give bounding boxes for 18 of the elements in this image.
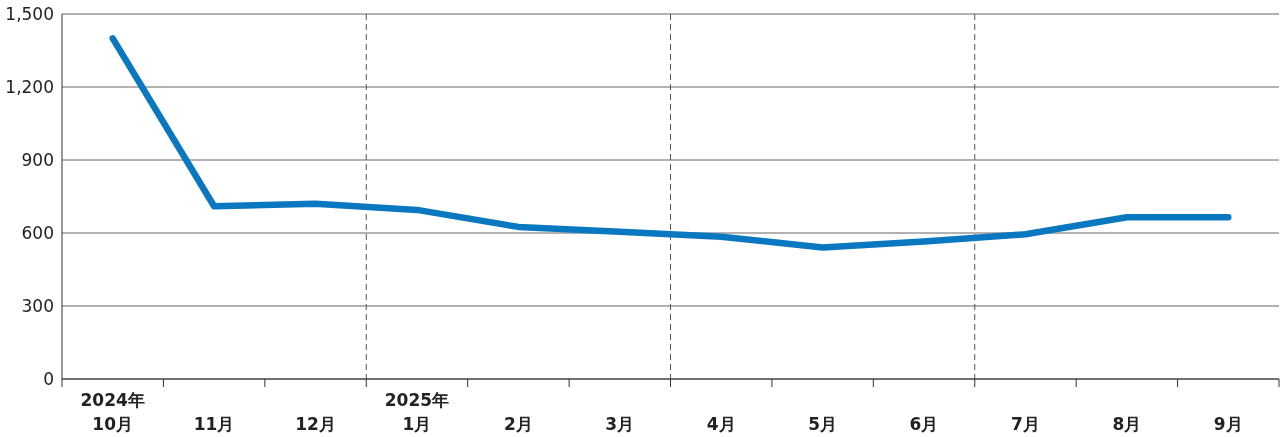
x-tick-label: 2024年 10月	[80, 390, 145, 434]
y-tick-label: 600	[21, 222, 54, 243]
x-tick-label: 9月	[1213, 414, 1243, 434]
x-tick-label: 2月	[503, 414, 533, 434]
x-tick-label: 3月	[605, 414, 635, 434]
x-tick-label: 2025年 1月	[384, 390, 450, 434]
y-tick-label: 1,200	[5, 76, 54, 97]
x-tick-label: 4月	[706, 414, 736, 434]
y-tick-label: 0	[43, 368, 54, 389]
y-tick-label: 300	[21, 295, 54, 316]
x-tick-label: 7月	[1011, 414, 1040, 434]
x-tick-label: 8月	[1112, 414, 1142, 434]
x-tick-label: 12月	[295, 414, 336, 434]
y-tick-label: 1,500	[5, 3, 54, 24]
y-tick-label: 900	[21, 149, 54, 170]
x-tick-label: 6月	[909, 414, 939, 434]
x-tick-label: 5月	[808, 414, 838, 434]
x-tick-label: 11月	[193, 414, 235, 434]
